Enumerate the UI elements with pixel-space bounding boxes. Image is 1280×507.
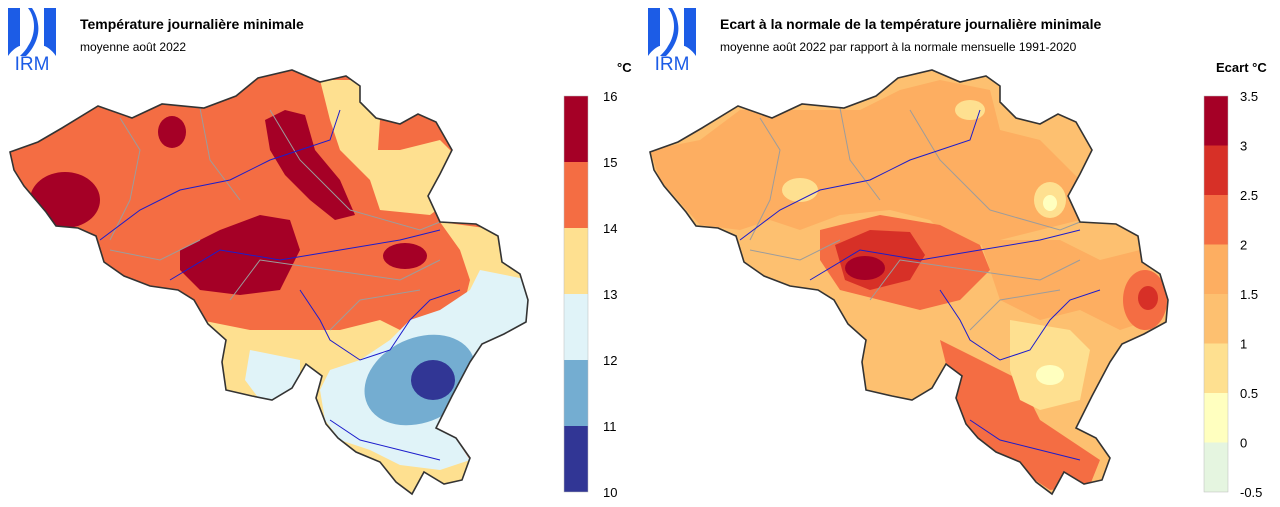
legend-tick-label: 2 [1240,238,1247,253]
legend-swatch [1204,343,1228,393]
irm-logo: IRM [648,8,696,72]
zone-10-11 [411,360,455,400]
legend-tick-label: 1 [1240,337,1247,352]
legend-swatch [564,426,588,492]
legend-tick-label: 10 [603,485,617,500]
legend-swatch [1204,442,1228,492]
legend-swatch [1204,145,1228,195]
left-legend-unit: °C [617,60,632,75]
zone-15-16-east [383,243,427,269]
left-map-title: Température journalière minimale [80,16,304,32]
legend-tick-label: 3 [1240,139,1247,154]
legend-swatch [1204,393,1228,443]
legend-swatch [1204,294,1228,344]
province-lines [109,107,441,331]
legend-swatch [564,96,588,162]
svg-text:IRM: IRM [15,54,50,72]
legend-tick-label: -0.5 [1240,485,1262,500]
legend-swatch [564,294,588,360]
legend-swatch [564,162,588,228]
anomaly-zone-1.5-2-north [650,80,1080,250]
legend-tick-label: 13 [603,287,617,302]
irm-logo: IRM [8,8,56,72]
anomaly-zone-2-2.5-south [940,340,1100,490]
zone-15-16-center [180,215,300,295]
river-lines [739,109,1101,461]
legend-swatch [564,360,588,426]
left-legend: 16 15 14 13 12 11 10 [563,89,617,500]
legend-tick-label: 1.5 [1240,287,1258,302]
legend-frame [563,95,589,493]
legend-tick-label: 11 [603,419,617,434]
zone-12-13-west [245,350,300,400]
legend-swatch [564,228,588,294]
anomaly-zone-3-3.5 [845,256,885,280]
legend-tick-label: 15 [603,155,617,170]
right-legend-unit: Ecart °C [1216,60,1267,75]
legend-swatch [1204,244,1228,294]
zone-13-14-north [320,80,460,215]
right-anomaly-map [649,69,1169,495]
legend-tick-label: 12 [603,353,617,368]
right-legend: 3.5 3 2.5 2 1.5 1 0.5 0 -0.5 [1203,89,1262,500]
legend-swatch [1204,195,1228,245]
right-map-subtitle: moyenne août 2022 par rapport à la norma… [720,40,1077,54]
legend-tick-label: 0.5 [1240,386,1258,401]
anomaly-zone-0-0.5 [1036,365,1064,385]
anomaly-zone-0.5-1-top [955,100,985,120]
left-map-panel: IRM Température journalière minimale moy… [8,8,632,500]
svg-text:IRM: IRM [655,54,690,72]
right-map-panel: IRM Ecart à la normale de la température… [640,0,1280,507]
legend-tick-label: 3.5 [1240,89,1258,104]
legend-swatch [1204,96,1228,146]
left-map-subtitle: moyenne août 2022 [80,40,187,54]
left-temperature-map [9,69,529,495]
legend-frame [1203,95,1229,493]
anomaly-zone-0-0.5-north [1043,195,1057,211]
anomaly-zone-1.5-2-east [980,240,1160,330]
river-lines [99,109,461,461]
anomaly-zone-2.5-3-east [1138,286,1158,310]
province-lines [749,107,1081,331]
legend-tick-label: 2.5 [1240,188,1258,203]
right-map-title: Ecart à la normale de la température jou… [720,16,1102,32]
legend-tick-label: 14 [603,221,617,236]
legend-tick-label: 0 [1240,436,1247,451]
legend-tick-label: 16 [603,89,617,104]
zone-15-16-coast [158,116,186,148]
